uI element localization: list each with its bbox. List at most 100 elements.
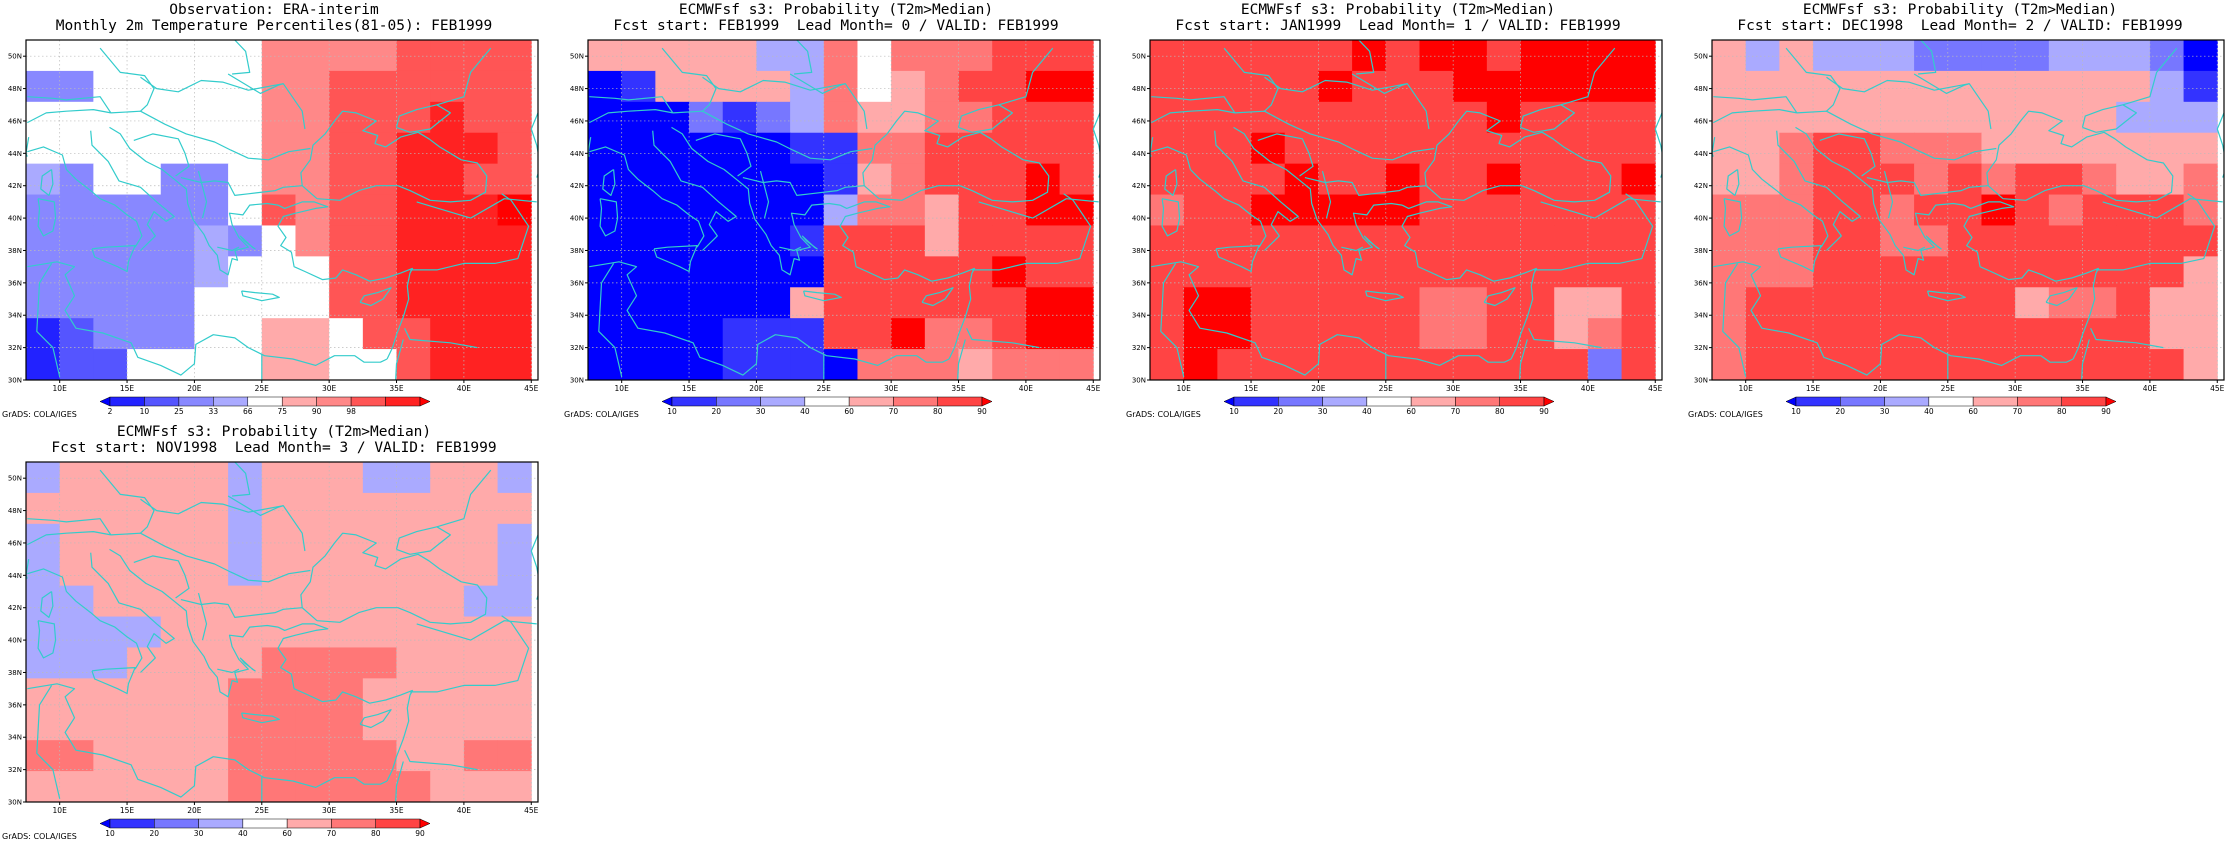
legend-swatch	[419, 818, 431, 829]
grid-cell	[329, 163, 364, 196]
coastline	[1519, 104, 1575, 133]
grid-cell	[756, 101, 791, 134]
grid-cell	[1453, 349, 1488, 380]
grid-cell	[1183, 194, 1218, 226]
grid-cell	[463, 132, 499, 165]
coastline	[1654, 112, 1662, 178]
grid-cell	[59, 256, 94, 288]
legend-swatch	[109, 818, 155, 829]
grid-cell	[1621, 163, 1656, 196]
probability-map: 10E 15E 20E 25E 30E 35E 40E 45E 50N 48N 46N 44N 42N 4…	[1694, 39, 2225, 416]
grid-cell	[1846, 256, 1881, 288]
grid-cell	[2048, 163, 2084, 196]
grid-cell	[1947, 40, 1982, 72]
lon-tick-label: 35E	[2075, 384, 2090, 393]
grid-cell	[588, 287, 623, 319]
grid-cell	[329, 554, 364, 587]
grid-cell	[1712, 349, 1747, 380]
legend-swatch	[893, 396, 938, 407]
grid-cell	[756, 40, 791, 72]
grid-cell	[1779, 349, 1814, 380]
grid-cell	[1813, 132, 1848, 165]
coastline	[359, 709, 392, 729]
grid-cell	[992, 132, 1027, 165]
coastlines	[1712, 40, 2224, 380]
grid-cell	[362, 616, 398, 648]
coastline	[978, 198, 1099, 219]
grid-cell	[1745, 40, 1780, 72]
grid-cell	[430, 462, 465, 494]
grid-cell	[497, 287, 532, 319]
grid-cell	[1587, 225, 1623, 257]
grid-cell	[497, 492, 532, 525]
grid-cell	[463, 194, 499, 226]
coastline	[416, 620, 537, 641]
coastline	[227, 73, 284, 95]
grid-cell	[26, 523, 61, 556]
grid-cell	[26, 101, 61, 134]
lat-tick-label: 48N	[8, 507, 22, 515]
lon-tick-label: 35E	[389, 384, 404, 393]
grid-cell	[127, 554, 162, 587]
coastline	[1927, 290, 1966, 302]
shaded-cells	[26, 40, 532, 380]
legend-swatch	[2017, 396, 2062, 407]
legend-label: 80	[2057, 407, 2067, 416]
grid-cell	[1486, 70, 1522, 103]
grid-cell	[59, 678, 94, 710]
grid-cell	[497, 132, 532, 165]
grid-cell	[1486, 287, 1522, 319]
grid-cell	[127, 349, 162, 380]
grid-cell	[497, 70, 532, 103]
grid-cell	[261, 771, 296, 802]
grid-cell	[59, 554, 94, 587]
lon-tick-label: 20E	[187, 384, 202, 393]
grid-cell	[2082, 70, 2117, 103]
coastline	[589, 146, 705, 248]
grid-cell	[1621, 349, 1656, 380]
grid-cell	[329, 318, 364, 350]
coastline	[27, 146, 143, 248]
legend-swatch	[804, 396, 850, 407]
lon-tick-label: 40E	[1019, 384, 1034, 393]
legend-label: 10	[140, 407, 150, 416]
legend-label: 70	[2013, 407, 2023, 416]
grid-cell	[1554, 70, 1589, 103]
grid-cell	[362, 554, 398, 587]
grid-cell	[1520, 225, 1555, 257]
legend-label: 25	[174, 407, 184, 416]
grid-cell	[362, 492, 398, 525]
coastline	[1151, 96, 1236, 114]
grid-cell	[2149, 349, 2185, 380]
grid-cell	[2048, 287, 2084, 319]
grid-cell	[228, 523, 263, 556]
coastline	[27, 108, 112, 124]
grid-cell	[857, 163, 892, 196]
grid-cell	[1520, 132, 1555, 165]
lat-tick-label: 30N	[8, 799, 22, 807]
grid-cell	[857, 256, 892, 288]
grid-cell	[1813, 256, 1848, 288]
grid-cell	[396, 647, 431, 679]
legend-swatch	[178, 396, 214, 407]
probability-map: 10E 15E 20E 25E 30E 35E 40E 45E 50N 48N 46N 44N 42N 4…	[8, 39, 539, 416]
coastline	[232, 462, 251, 497]
lat-tick-label: 40N	[1132, 215, 1146, 223]
grid-cell	[2116, 40, 2151, 72]
grid-cell	[1947, 349, 1982, 380]
grid-cell	[1813, 101, 1848, 134]
grid-cell	[1419, 40, 1454, 72]
lat-tick-label: 50N	[570, 53, 584, 61]
coastline	[1534, 193, 1654, 271]
grid-cell	[1520, 287, 1555, 319]
grid-cell	[1385, 194, 1420, 226]
grid-cell	[2149, 40, 2185, 72]
grid-cell	[430, 194, 465, 226]
coastline	[197, 592, 208, 641]
legend-label: 30	[756, 407, 766, 416]
probability-map: 10E 15E 20E 25E 30E 35E 40E 45E 50N 48N 46N 44N 42N 4…	[1132, 39, 1663, 416]
grid-cell	[1183, 349, 1218, 380]
coastline	[26, 559, 30, 579]
coastline	[404, 327, 478, 349]
grid-cell	[588, 163, 623, 196]
